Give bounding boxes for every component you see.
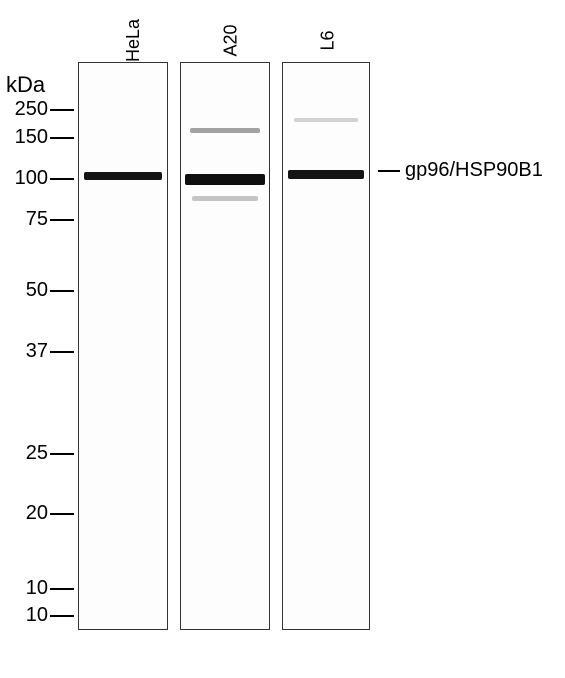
mw-marker-37: 37 bbox=[10, 340, 48, 363]
lane-label-l6: L6 bbox=[318, 30, 339, 50]
mw-marker-20: 20 bbox=[10, 502, 48, 525]
mw-tick bbox=[50, 513, 74, 515]
band bbox=[190, 128, 260, 133]
band bbox=[185, 174, 265, 185]
mw-tick bbox=[50, 453, 74, 455]
mw-tick bbox=[50, 290, 74, 292]
mw-marker-75: 75 bbox=[10, 208, 48, 231]
mw-marker-250: 250 bbox=[10, 98, 48, 121]
mw-marker-25: 25 bbox=[10, 442, 48, 465]
target-protein-label: gp96/HSP90B1 bbox=[405, 159, 543, 182]
mw-marker-10: 10 bbox=[10, 577, 48, 600]
mw-tick bbox=[50, 615, 74, 617]
mw-tick bbox=[50, 178, 74, 180]
band bbox=[192, 196, 258, 201]
mw-tick bbox=[50, 351, 74, 353]
mw-marker-50: 50 bbox=[10, 279, 48, 302]
mw-tick bbox=[50, 219, 74, 221]
mw-marker-10: 10 bbox=[10, 604, 48, 627]
target-tick bbox=[378, 170, 400, 172]
lane-label-a20: A20 bbox=[221, 24, 242, 56]
band bbox=[294, 118, 358, 122]
western-blot-figure: { "figure": { "unit_label": "kDa", "targ… bbox=[0, 0, 565, 678]
band bbox=[288, 170, 364, 179]
lane-hela bbox=[78, 62, 168, 630]
mw-marker-150: 150 bbox=[10, 126, 48, 149]
mw-tick bbox=[50, 588, 74, 590]
band bbox=[84, 172, 162, 180]
unit-label: kDa bbox=[6, 72, 45, 98]
mw-tick bbox=[50, 109, 74, 111]
lane-a20 bbox=[180, 62, 270, 630]
mw-tick bbox=[50, 137, 74, 139]
lane-label-hela: HeLa bbox=[123, 19, 144, 62]
mw-marker-100: 100 bbox=[10, 167, 48, 190]
lane-l6 bbox=[282, 62, 370, 630]
